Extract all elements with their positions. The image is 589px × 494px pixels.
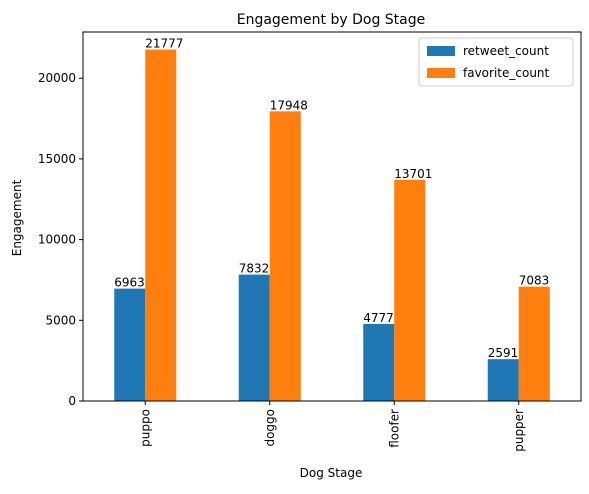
- legend-swatch-favorite_count: [427, 68, 455, 78]
- y-tick-label: 10000: [38, 233, 76, 247]
- data-label-favorite_count-pupper: 7083: [519, 274, 550, 288]
- data-label-retweet_count-pupper: 2591: [488, 346, 519, 360]
- y-tick-label: 0: [68, 394, 76, 408]
- data-label-retweet_count-floofer: 4777: [363, 311, 394, 325]
- bar-retweet_count-puppo: [114, 288, 146, 401]
- x-tick-label-pupper: pupper: [512, 409, 526, 452]
- legend-swatch-retweet_count: [427, 46, 455, 56]
- data-label-favorite_count-doggo: 17948: [270, 98, 308, 112]
- x-tick-label-puppo: puppo: [138, 409, 152, 447]
- data-label-retweet_count-puppo: 6963: [114, 276, 145, 290]
- y-axis-label: Engagement: [10, 179, 24, 256]
- x-tick-label-doggo: doggo: [263, 409, 277, 447]
- x-tick-label-floofer: floofer: [387, 409, 401, 448]
- y-tick-label: 15000: [38, 152, 76, 166]
- legend-label-retweet_count: retweet_count: [463, 44, 549, 58]
- x-axis-label: Dog Stage: [300, 466, 363, 480]
- legend-box: [418, 37, 574, 87]
- plot-frame: [82, 31, 582, 402]
- data-label-retweet_count-doggo: 7832: [239, 262, 270, 276]
- data-labels-layer: 6963 21777 7832 17948 4777 13701 2591 7083: [114, 37, 549, 361]
- chart-title: Engagement by Dog Stage: [237, 12, 426, 28]
- y-tick-label: 5000: [45, 313, 76, 327]
- legend-label-favorite_count: favorite_count: [463, 66, 550, 80]
- bar-favorite_count-puppo: [145, 49, 177, 401]
- axes-layer: 0 5000 10000 15000 20000 puppo doggo floofer pup…: [38, 31, 582, 452]
- bar-favorite_count-doggo: [269, 111, 301, 402]
- data-label-favorite_count-puppo: 21777: [145, 37, 183, 51]
- bar-retweet_count-floofer: [363, 323, 395, 401]
- bars-layer: [114, 49, 550, 402]
- bar-retweet_count-doggo: [238, 274, 270, 401]
- bar-favorite_count-pupper: [518, 286, 550, 401]
- legend: retweet_count favorite_count: [418, 37, 574, 87]
- bar-favorite_count-floofer: [394, 179, 426, 401]
- data-label-favorite_count-floofer: 13701: [394, 167, 432, 181]
- bar-retweet_count-pupper: [487, 359, 519, 401]
- y-tick-label: 20000: [38, 71, 76, 85]
